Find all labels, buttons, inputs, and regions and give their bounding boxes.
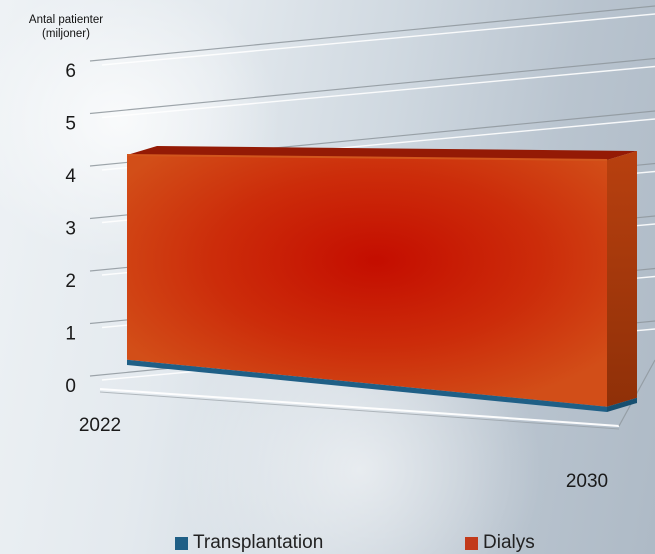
y-tick-label-6: 6 [65, 61, 76, 82]
dialys-area-top-face [127, 146, 637, 160]
dialys-area-front [127, 155, 607, 407]
y-tick-label-3: 3 [65, 219, 76, 240]
y-axis-title-line-1: Antal patienter [28, 14, 104, 26]
y-tick-label-0: 0 [65, 376, 76, 397]
legend-swatch-dialys [465, 536, 478, 550]
x-tick-label-2030: 2030 [566, 471, 608, 492]
y-tick-label-2: 2 [65, 271, 76, 292]
y-tick-label-4: 4 [65, 166, 76, 187]
y-tick-label-1: 1 [65, 324, 76, 345]
y-tick-label-5: 5 [65, 114, 76, 135]
gridline-back-shadow-6 [101, 13, 655, 66]
legend-swatch-transplantation [175, 536, 188, 550]
gridline-back-shadow-5 [101, 65, 655, 119]
legend-label-dialys: Dialys [483, 532, 535, 553]
legend: Transplantation Dialys [0, 532, 655, 554]
dialys-area-top-edge [126, 154, 608, 161]
y-axis-title: Antal patienter (miljoner) [6, 13, 126, 41]
floor-edge-front-shadow [99, 391, 620, 430]
transplantation-area-side-face [607, 397, 637, 412]
gridline-back-6 [89, 5, 655, 62]
legend-item-transplantation: Transplantation [175, 532, 323, 554]
legend-item-dialys: Dialys [465, 532, 535, 554]
x-tick-label-2022: 2022 [79, 415, 121, 436]
legend-label-transplantation: Transplantation [193, 532, 324, 553]
gridline-back-5 [89, 57, 655, 115]
floor-edge-front [99, 388, 620, 427]
y-axis-title-line-2: (miljoner) [42, 28, 90, 40]
transplantation-area-front [127, 359, 607, 412]
dialys-area-side-face [607, 151, 637, 407]
